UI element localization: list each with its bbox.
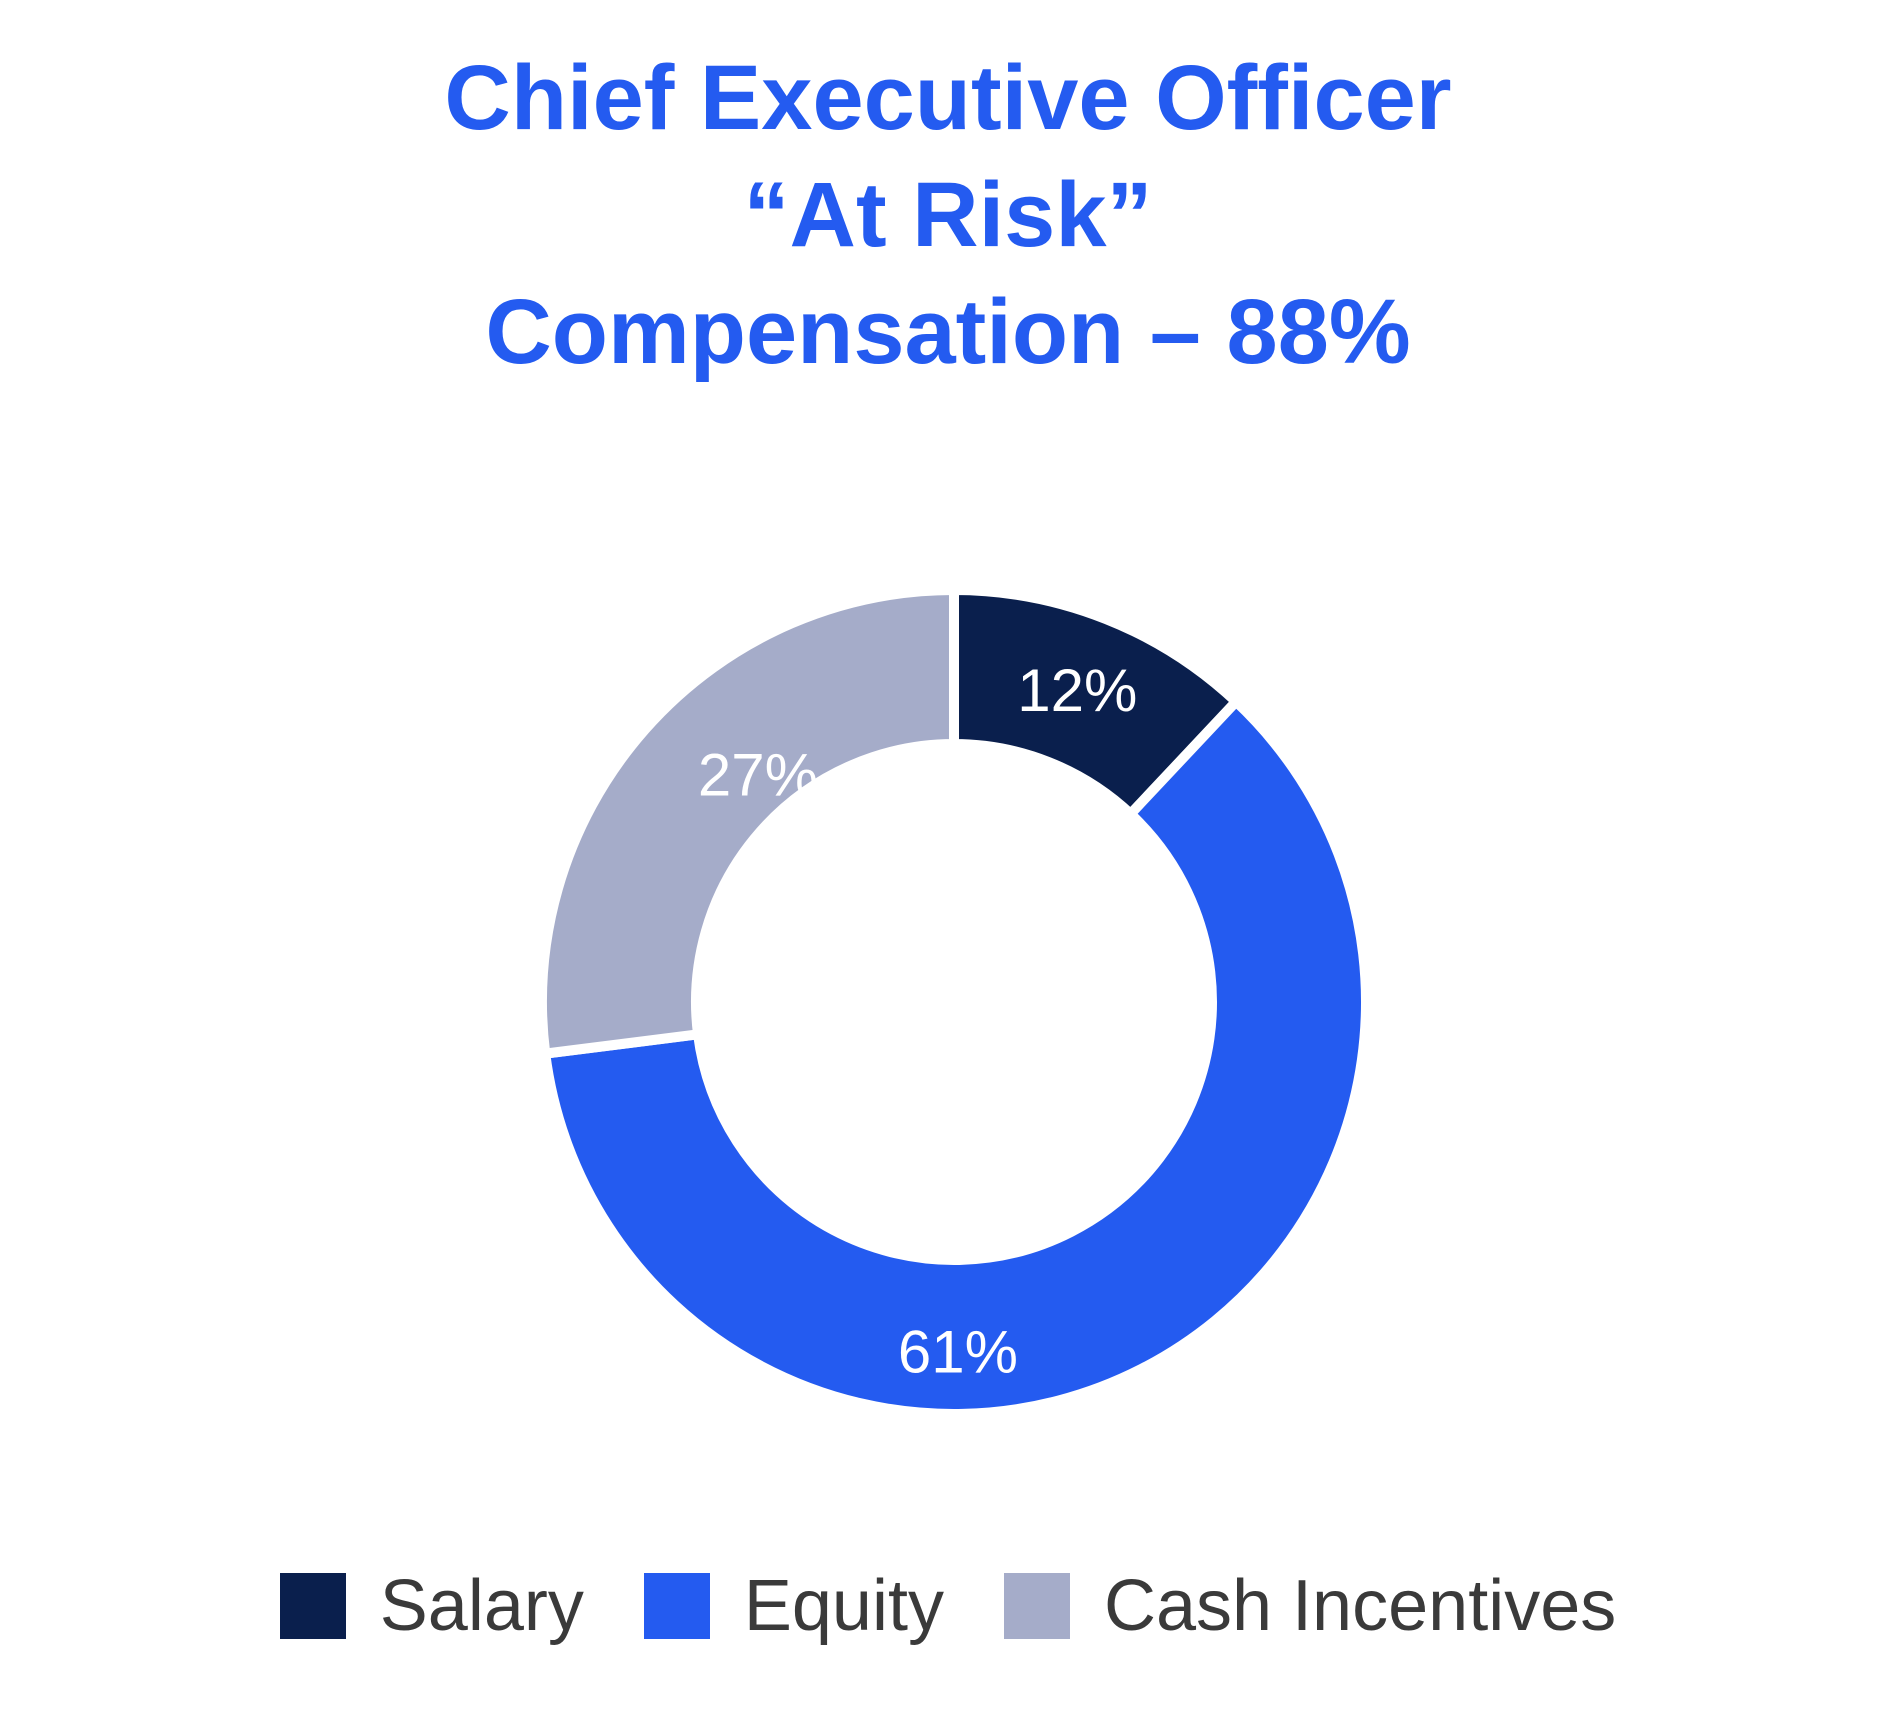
donut-slices [537, 584, 1371, 1419]
legend-label-cash-incentives: Cash Incentives [1103, 1566, 1617, 1646]
chart-title-line-3: Compensation – 88% [485, 280, 1411, 383]
slice-label-equity: 61% [898, 1318, 1018, 1385]
legend-label-salary: Salary [379, 1566, 584, 1646]
legend-label-equity: Equity [743, 1566, 944, 1646]
slice-label-cash-incentives: 27% [698, 741, 818, 808]
legend-swatch-cash-incentives [1003, 1573, 1070, 1639]
chart-title: Chief Executive Officer “At Risk” Compen… [0, 40, 1896, 390]
donut-slice-equity [539, 694, 1371, 1419]
legend-swatch-equity [643, 1573, 710, 1639]
chart-title-line-2: “At Risk” [743, 163, 1153, 266]
donut-slice-labels: 12% 61% 27% [698, 657, 1138, 1385]
legend-swatch-salary [279, 1573, 346, 1639]
chart-title-line-1: Chief Executive Officer [444, 47, 1452, 149]
legend-item-equity: Equity [643, 1565, 944, 1647]
legend-item-cash-incentives: Cash Incentives [1003, 1565, 1617, 1647]
slice-label-salary: 12% [1017, 657, 1137, 724]
chart-legend: Salary Equity Cash Incentives [0, 1565, 1896, 1647]
legend-item-salary: Salary [279, 1565, 584, 1647]
donut-slice-cash-incentives [537, 584, 959, 1060]
